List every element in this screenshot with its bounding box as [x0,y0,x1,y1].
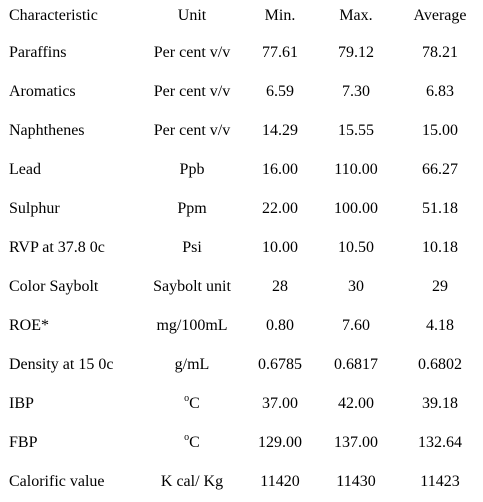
cell-max: 30 [348,278,364,295]
cell-min: 129.00 [258,434,302,451]
cell-characteristic: Color Saybolt [9,278,99,295]
table-row: Aromatics Per cent v/v 6.59 7.30 6.83 [0,72,483,111]
table-row: IBP oC 37.00 42.00 39.18 [0,384,483,423]
table-row: Density at 15 0c g/mL 0.6785 0.6817 0.68… [0,345,483,384]
cell-unit: oC [134,384,250,423]
header-unit: Unit [177,7,207,24]
header-max: Max. [339,7,373,24]
cell-max: 15.55 [338,122,374,139]
cell-average: 10.18 [422,239,458,256]
cell-min: 28 [272,278,288,295]
cell-unit: Per cent v/v [153,44,231,61]
cell-max: 42.00 [338,395,374,412]
degree-superscript: o [184,392,190,404]
cell-unit: oC [134,423,250,462]
cell-average: 0.6802 [418,356,462,373]
unit-text: C [189,434,200,451]
cell-characteristic: Sulphur [9,200,60,217]
cell-unit: Ppb [179,161,205,178]
cell-average: 39.18 [422,395,458,412]
cell-max: 79.12 [338,44,374,61]
cell-max: 7.30 [342,83,370,100]
cell-max: 100.00 [334,200,378,217]
cell-average: 78.21 [422,44,458,61]
cell-max: 0.6817 [334,356,378,373]
cell-unit: Saybolt unit [153,278,231,295]
cell-characteristic: Aromatics [9,83,76,100]
cell-average: 51.18 [422,200,458,217]
cell-unit: mg/100mL [156,317,228,334]
table-row: RVP at 37.8 0c Psi 10.00 10.50 10.18 [0,228,483,267]
table-row: FBP oC 129.00 137.00 132.64 [0,423,483,462]
cell-unit: g/mL [174,356,210,373]
header-min: Min. [264,7,296,24]
cell-min: 11420 [260,473,300,490]
cell-average: 132.64 [418,434,462,451]
cell-characteristic: IBP [9,395,34,412]
cell-min: 16.00 [262,161,298,178]
cell-min: 22.00 [262,200,298,217]
cell-unit: K cal/ Kg [160,473,224,490]
cell-characteristic: Lead [9,161,41,178]
cell-characteristic: Naphthenes [9,122,85,139]
cell-min: 10.00 [262,239,298,256]
cell-average: 6.83 [426,83,454,100]
cell-min: 0.80 [266,317,294,334]
cell-unit: Per cent v/v [153,83,231,100]
cell-characteristic: ROE* [9,317,49,334]
cell-characteristic: RVP at 37.8 0c [9,239,105,256]
cell-min: 37.00 [262,395,298,412]
cell-unit: Psi [182,239,202,256]
unit-text: C [189,395,200,412]
cell-average: 29 [432,278,448,295]
cell-average: 4.18 [426,317,454,334]
cell-average: 15.00 [422,122,458,139]
cell-characteristic: Density at 15 0c [9,356,114,373]
degree-superscript: o [184,431,190,443]
header-characteristic: Characteristic [9,7,98,24]
cell-max: 110.00 [334,161,378,178]
cell-characteristic: FBP [9,434,38,451]
cell-min: 14.29 [262,122,298,139]
cell-min: 0.6785 [258,356,302,373]
table-header-row: Characteristic Unit Min. Max. Average [0,0,483,35]
header-average: Average [413,7,467,24]
table-row: Naphthenes Per cent v/v 14.29 15.55 15.0… [0,111,483,150]
cell-max: 11430 [336,473,376,490]
table-row: Lead Ppb 16.00 110.00 66.27 [0,150,483,189]
cell-unit: Ppm [177,200,207,217]
cell-max: 7.60 [342,317,370,334]
cell-average: 66.27 [422,161,458,178]
cell-min: 6.59 [266,83,294,100]
table-row: Color Saybolt Saybolt unit 28 30 29 [0,267,483,306]
table-row: Paraffins Per cent v/v 77.61 79.12 78.21 [0,33,483,72]
cell-characteristic: Paraffins [9,44,67,61]
cell-max: 137.00 [334,434,378,451]
cell-average: 11423 [420,473,460,490]
table-row: Sulphur Ppm 22.00 100.00 51.18 [0,189,483,228]
cell-max: 10.50 [338,239,374,256]
cell-min: 77.61 [262,44,298,61]
cell-characteristic: Calorific value [9,473,105,490]
table-row: Calorific value K cal/ Kg 11420 11430 11… [0,462,483,501]
table-row: ROE* mg/100mL 0.80 7.60 4.18 [0,306,483,345]
cell-unit: Per cent v/v [153,122,231,139]
